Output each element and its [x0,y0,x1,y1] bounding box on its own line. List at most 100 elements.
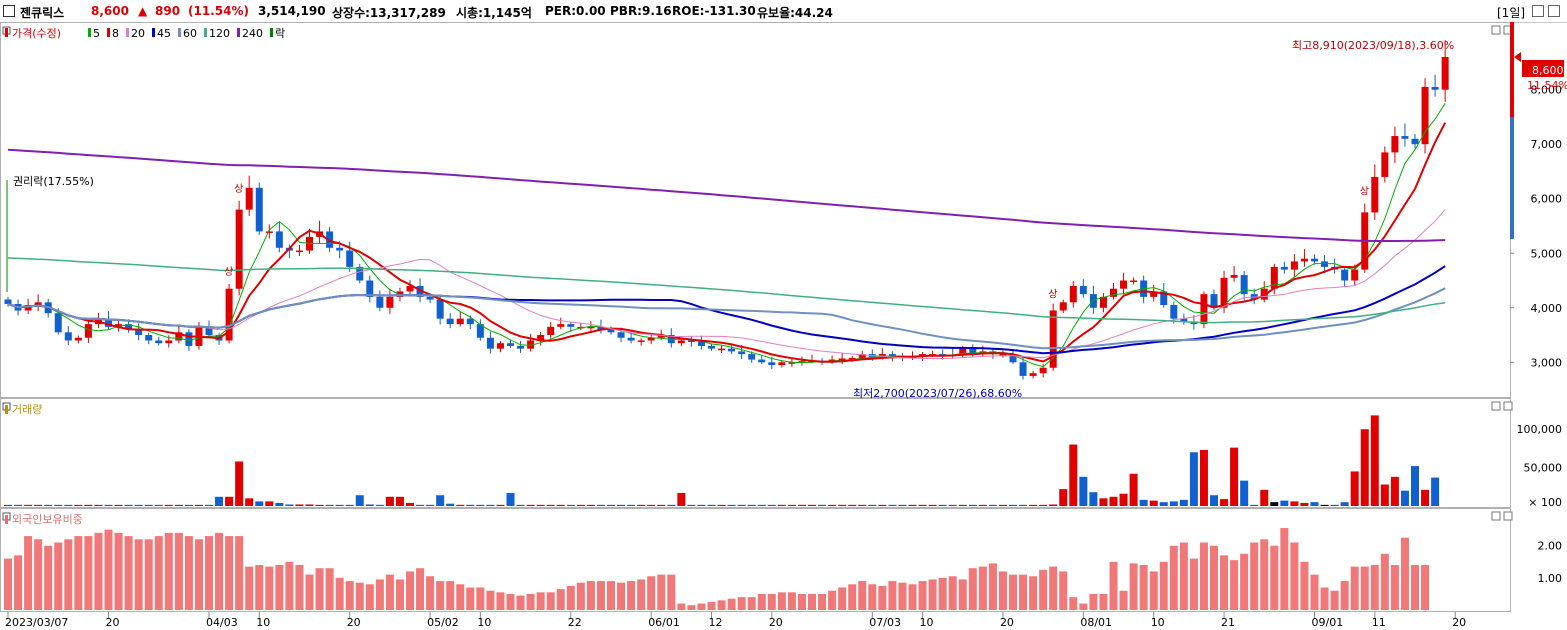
volume-bar [1019,504,1028,506]
volume-bar [1260,489,1269,506]
foreign-ratio-bar [184,536,193,610]
volume-bar [1069,444,1078,506]
ma-line-60 [7,287,1446,350]
foreign-ratio-bar [1049,566,1058,610]
candle-body [507,343,514,346]
close-icon[interactable] [1548,5,1560,17]
panel-minimize-icon[interactable] [1491,25,1501,35]
legend-ma-8[interactable]: 8 [112,27,119,40]
volume-bar [365,504,374,506]
volume-bar [235,461,244,506]
volume-bar [315,504,324,506]
checkbox-icon[interactable] [3,5,15,17]
price-tick-label: 4,000 [1531,302,1563,315]
legend-ma-120[interactable]: 120 [209,27,230,40]
candle-body [758,359,766,363]
volume-bar [687,504,696,506]
volume-bar [466,504,475,506]
volume-bar [446,503,455,506]
candle-body [627,337,635,341]
volume-bar [908,504,917,506]
candle-body [245,187,253,210]
volume-bar [1411,466,1419,506]
candle-body [1009,354,1017,363]
candle-body [1230,275,1238,278]
legend-ma-60[interactable]: 60 [183,27,197,40]
foreign-ratio-bar [395,579,404,610]
stock-name[interactable]: 젠큐릭스 [20,6,65,20]
volume-bar [747,504,756,506]
candle-body [637,340,645,342]
volume-bar [627,504,636,506]
minimize-icon[interactable] [1532,5,1544,17]
panel-maximize-icon[interactable] [1503,511,1513,521]
candle-body [1381,152,1389,177]
x-tick-label: 10 [477,616,491,629]
x-tick-label: 08/01 [1080,616,1112,629]
rights-annotation: 권리락(17.55%) [13,175,94,188]
legend-swatch [204,28,207,37]
volume-bar [928,504,937,506]
legend-ma-5[interactable]: 5 [93,27,100,40]
candle-body [1401,136,1409,139]
price-range-bar [1510,22,1514,117]
legend-ma-락[interactable]: 락 [275,27,285,40]
candle-body [858,354,866,358]
legend-ma-45[interactable]: 45 [157,27,171,40]
foreign-ratio-bar [335,577,344,610]
volume-bar [617,504,626,506]
candle-body [1300,258,1308,262]
legend-ma-240[interactable]: 240 [242,27,263,40]
foreign-ratio-bar [797,593,806,610]
panel-maximize-icon[interactable] [1503,401,1513,411]
foreign-ratio-bar [586,581,595,610]
volume-bar [14,504,23,506]
foreign-ratio-bar [215,532,224,610]
foreign-ratio-bar [596,581,605,610]
candle-body [165,340,173,344]
foreign-ratio-bar [1421,565,1430,610]
foreign-ratio-bar [134,539,143,610]
candle-body [84,324,92,338]
foreign-ratio-bar [1039,569,1048,610]
legend-ma-20[interactable]: 20 [131,27,145,40]
candle-body [235,209,243,289]
foreign-ratio-bar [285,561,294,610]
volume-bar [184,504,193,506]
low-annotation: 최저2,700(2023/07/26),68.60% [853,387,1022,400]
candle-body [1411,138,1419,145]
foreign-ratio-bar [1129,563,1138,610]
foreign-ratio-bar [767,593,776,610]
foreign-ratio-bar [908,584,917,610]
panel-minimize-icon[interactable] [1491,511,1501,521]
price-tick-label: 8,000 [1531,84,1563,97]
foreign-ratio-bar [355,582,364,610]
volume-panel [4,405,1440,506]
volume-bar [84,504,93,506]
foreign-legend-swatch [5,515,8,524]
foreign-ratio-bar [1199,542,1208,610]
volume-bar [988,504,997,506]
x-tick-label: 10 [1151,616,1165,629]
candle-body [1160,291,1168,306]
foreign-ratio-bar [687,605,696,610]
foreign-ratio-bar [1109,561,1118,610]
candle-body [527,340,535,349]
foreign-ratio-bar [1059,571,1068,610]
panel-minimize-icon[interactable] [1491,401,1501,411]
volume-bar [1169,501,1178,506]
foreign-ratio-bar [375,579,384,610]
volume-bar [858,504,867,506]
foreign-ratio-bar [174,532,183,610]
candle-body [1220,277,1228,308]
foreign-ratio-bar [607,581,615,610]
volume-bar [44,504,53,506]
foreign-ratio-bar [1280,528,1289,610]
candle-body [336,247,344,251]
volume-bar [1009,504,1017,506]
volume-bar [556,504,565,506]
period-selector[interactable]: [1일] [1497,6,1526,20]
price-tick-label: 5,000 [1531,247,1563,260]
volume-bar [958,504,967,506]
